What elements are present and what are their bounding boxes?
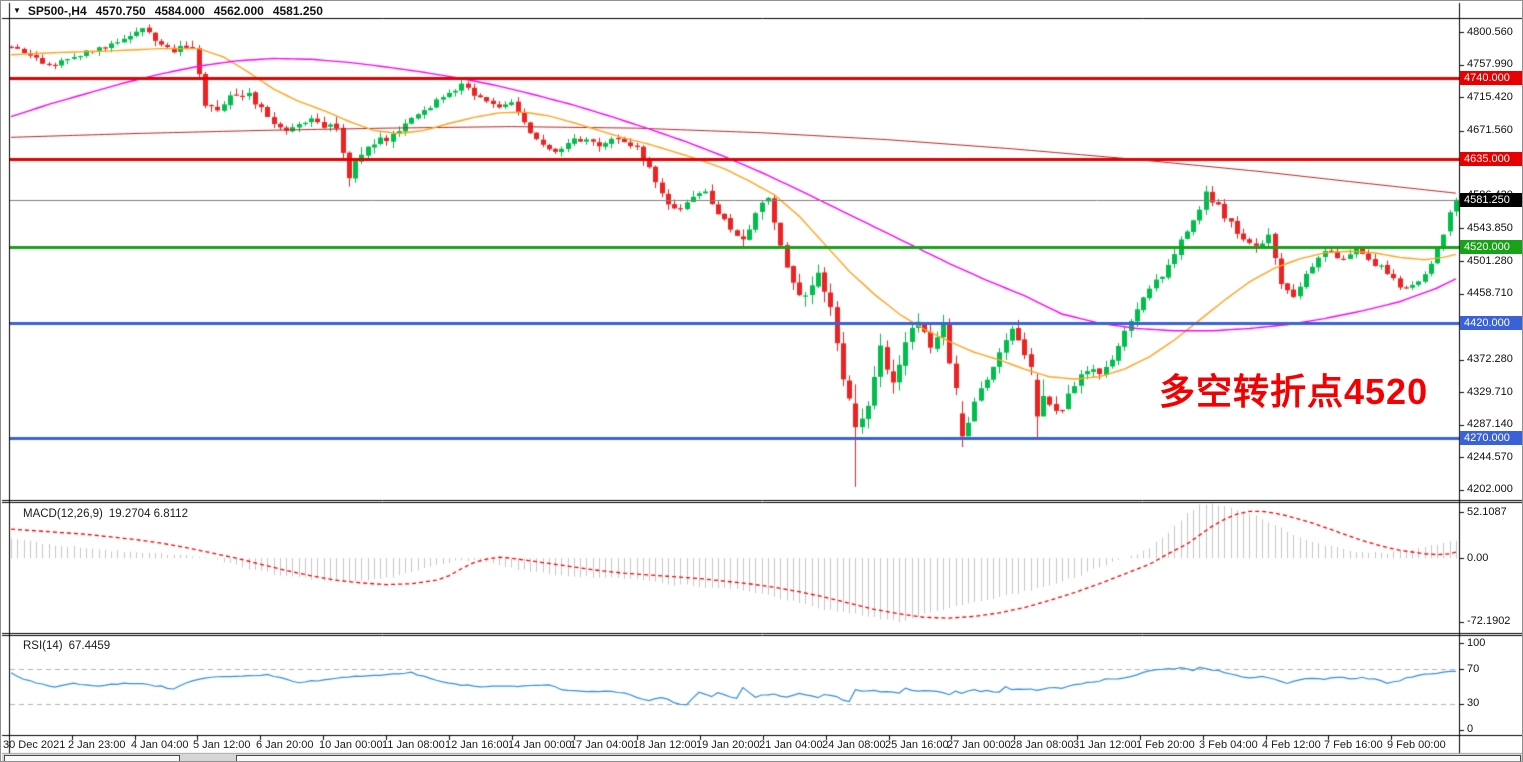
time-axis-label: 11 Jan 08:00 — [382, 739, 445, 751]
price-axis-tick-label: 4372.280 — [1467, 353, 1513, 366]
price-axis-tick-label: 4458.710 — [1467, 287, 1513, 300]
time-axis-label: 31 Jan 12:00 — [1073, 739, 1137, 751]
rsi-axis-tick-label: 100 — [1467, 636, 1486, 649]
rsi-axis-tick-label: 30 — [1467, 697, 1480, 710]
time-axis-label: 1 Feb 20:00 — [1136, 739, 1195, 751]
bar-open-value: 4570.750 — [95, 3, 146, 18]
time-axis-label: 3 Feb 04:00 — [1199, 739, 1258, 751]
time-axis-label: 10 Jan 00:00 — [319, 739, 383, 751]
time-axis-label: 7 Feb 16:00 — [1324, 739, 1383, 751]
time-axis-label: 4 Jan 04:00 — [131, 739, 189, 751]
time-axis-label: 9 Feb 00:00 — [1387, 739, 1446, 751]
chart-annotation-text: 多空转折点4520 — [1159, 371, 1429, 412]
macd-axis-tick-label: 52.1087 — [1467, 505, 1507, 518]
level-price-badge: 4270.000 — [1460, 430, 1522, 445]
symbol-ohlc-label: ▼ SP500-,H4 4570.750 4584.000 4562.000 4… — [13, 3, 332, 18]
macd-indicator-label: MACD(12,26,9) 19.2704 6.8112 — [23, 508, 194, 520]
level-price-badge: 4420.000 — [1460, 316, 1522, 331]
price-axis-tick-label: 4671.560 — [1467, 124, 1513, 137]
level-price-badge: 4520.000 — [1460, 239, 1522, 254]
rsi-axis-tick-label: 70 — [1467, 662, 1480, 675]
rsi-value: 67.4459 — [68, 640, 111, 652]
bottom-panel-fragment — [236, 755, 1521, 761]
price-axis-tick-label: 4244.570 — [1467, 450, 1513, 463]
time-axis-label: 27 Jan 00:00 — [947, 739, 1011, 751]
level-price-badge: 4740.000 — [1460, 71, 1522, 86]
time-axis-label: 19 Jan 20:00 — [696, 739, 760, 751]
rsi-indicator-label: RSI(14) 67.4459 — [23, 640, 116, 652]
time-axis-label: 2 Jan 23:00 — [68, 739, 126, 751]
time-axis-label: 28 Jan 08:00 — [1010, 739, 1074, 751]
macd-axis-tick-label: -72.1902 — [1467, 615, 1511, 628]
current-price-badge: 4581.250 — [1460, 192, 1522, 207]
bottom-window-strip — [2, 754, 1522, 761]
time-axis-label: 17 Jan 04:00 — [570, 739, 634, 751]
bar-close-value: 4581.250 — [272, 3, 323, 18]
price-axis-tick-label: 4800.560 — [1467, 25, 1513, 38]
price-axis-tick-label: 4287.140 — [1467, 418, 1513, 431]
price-axis-tick-label: 4757.990 — [1467, 58, 1513, 71]
time-axis-label: 21 Jan 04:00 — [759, 739, 823, 751]
price-axis-tick-label: 4329.710 — [1467, 385, 1513, 398]
level-price-badge: 4635.000 — [1460, 151, 1522, 166]
price-axis-tick-label: 4202.000 — [1467, 483, 1513, 496]
bar-low-value: 4562.000 — [213, 3, 264, 18]
time-axis-label: 12 Jan 16:00 — [445, 739, 509, 751]
macd-values: 19.2704 6.8112 — [108, 508, 188, 520]
time-axis-label: 4 Feb 12:00 — [1262, 739, 1321, 751]
symbol-name: SP500-,H4 — [27, 3, 87, 18]
time-axis-label: 24 Jan 08:00 — [822, 739, 886, 751]
macd-title: MACD(12,26,9) — [23, 508, 103, 520]
bar-high-value: 4584.000 — [154, 3, 205, 18]
rsi-axis-tick-label: 0 — [1467, 723, 1474, 736]
price-axis-tick-label: 4715.420 — [1467, 90, 1513, 103]
time-axis-label: 25 Jan 16:00 — [885, 739, 949, 751]
rsi-title: RSI(14) — [23, 640, 63, 652]
macd-axis-tick-label: 0.00 — [1467, 551, 1489, 564]
time-axis-label: 18 Jan 12:00 — [633, 739, 697, 751]
collapse-triangle-icon[interactable]: ▼ — [13, 6, 21, 15]
price-axis-tick-label: 4543.850 — [1467, 221, 1513, 234]
bottom-panel-fragment — [4, 755, 180, 761]
time-axis-label: 5 Jan 12:00 — [193, 739, 251, 751]
time-axis-label: 30 Dec 2021 — [3, 739, 66, 751]
time-axis-label: 14 Jan 00:00 — [508, 739, 572, 751]
time-axis-label: 6 Jan 20:00 — [256, 739, 314, 751]
price-axis-tick-label: 4501.280 — [1467, 254, 1513, 267]
